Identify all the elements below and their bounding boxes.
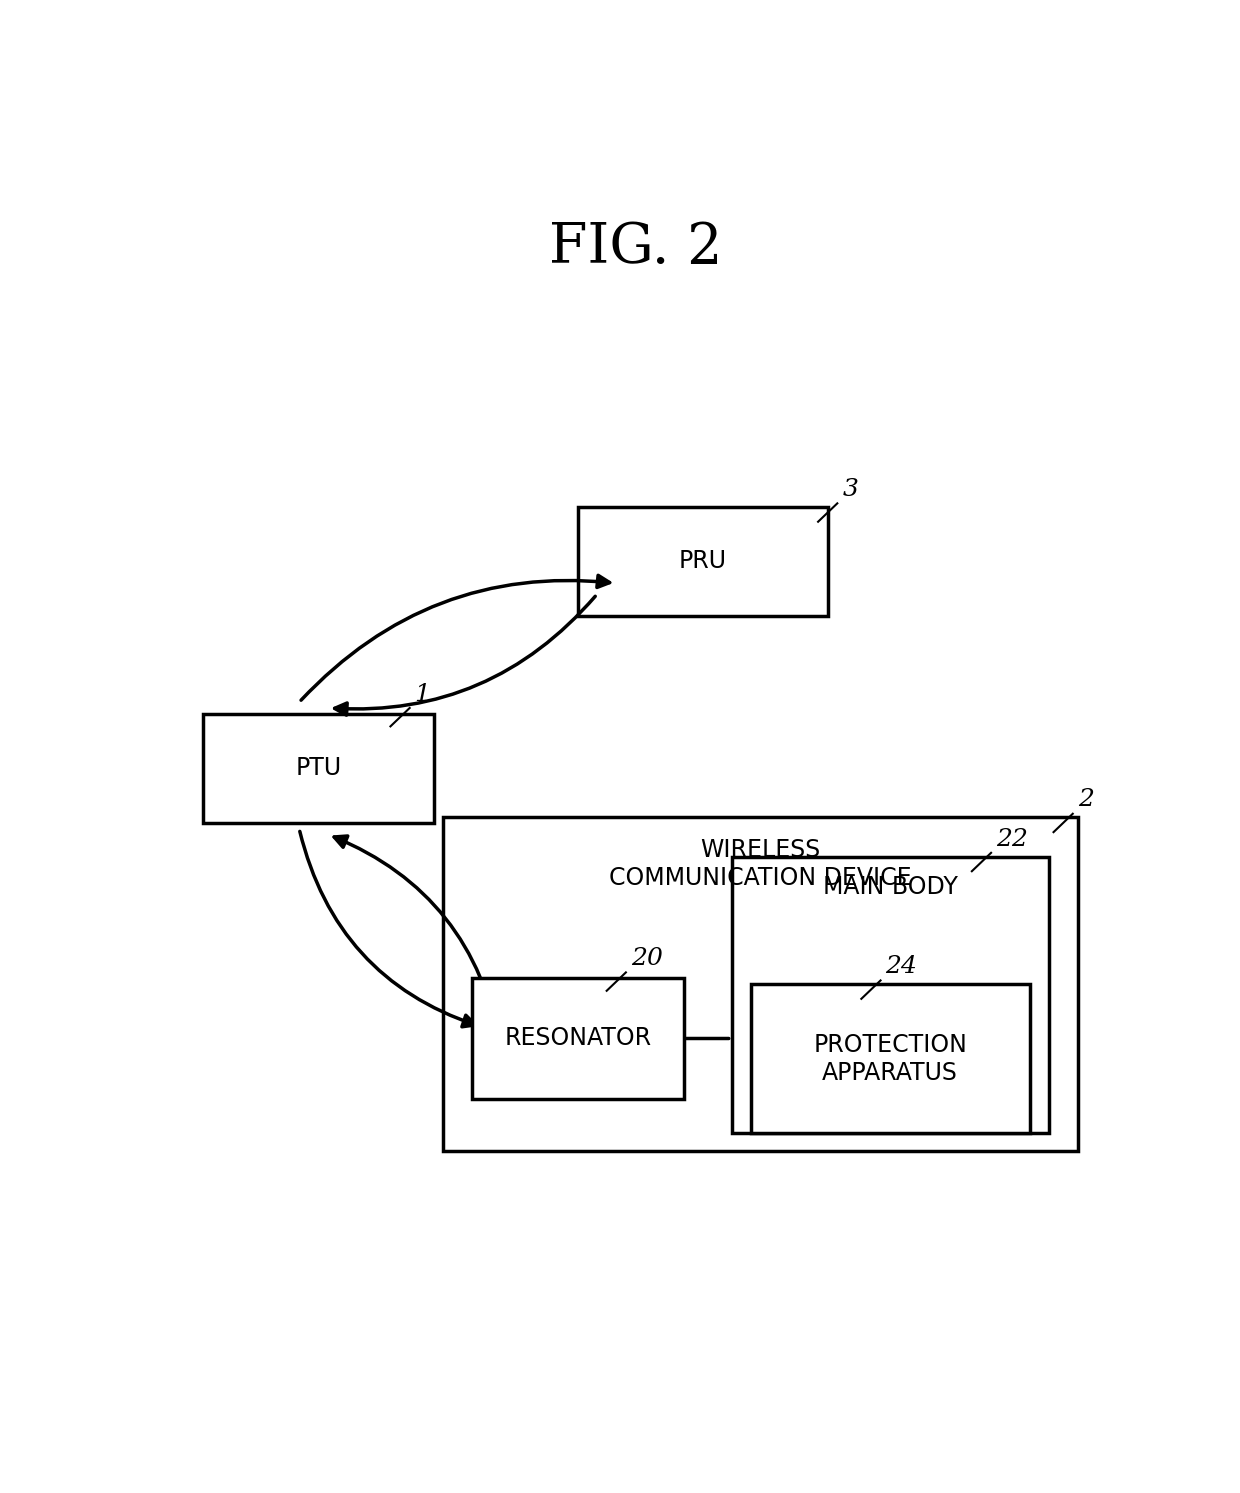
Text: PROTECTION
APPARATUS: PROTECTION APPARATUS [813, 1033, 967, 1084]
Text: $\mathregular{1}$: $\mathregular{1}$ [414, 682, 428, 706]
Text: FIG. 2: FIG. 2 [549, 221, 722, 276]
FancyBboxPatch shape [472, 978, 683, 1099]
Text: PTU: PTU [295, 757, 341, 781]
FancyBboxPatch shape [751, 984, 1029, 1133]
Text: $\mathregular{2}$: $\mathregular{2}$ [1078, 788, 1094, 812]
Text: $\mathregular{24}$: $\mathregular{24}$ [885, 956, 918, 978]
Text: PRU: PRU [678, 549, 727, 573]
Text: $\mathregular{20}$: $\mathregular{20}$ [631, 947, 663, 970]
Text: WIRELESS
COMMUNICATION DEVICE: WIRELESS COMMUNICATION DEVICE [609, 838, 911, 890]
Text: $\mathregular{3}$: $\mathregular{3}$ [842, 478, 859, 502]
FancyBboxPatch shape [578, 506, 828, 617]
Text: MAIN BODY: MAIN BODY [822, 875, 957, 899]
FancyBboxPatch shape [732, 857, 1049, 1133]
Text: RESONATOR: RESONATOR [505, 1027, 651, 1051]
FancyBboxPatch shape [444, 817, 1078, 1151]
FancyBboxPatch shape [203, 714, 434, 823]
Text: $\mathregular{22}$: $\mathregular{22}$ [996, 827, 1028, 851]
